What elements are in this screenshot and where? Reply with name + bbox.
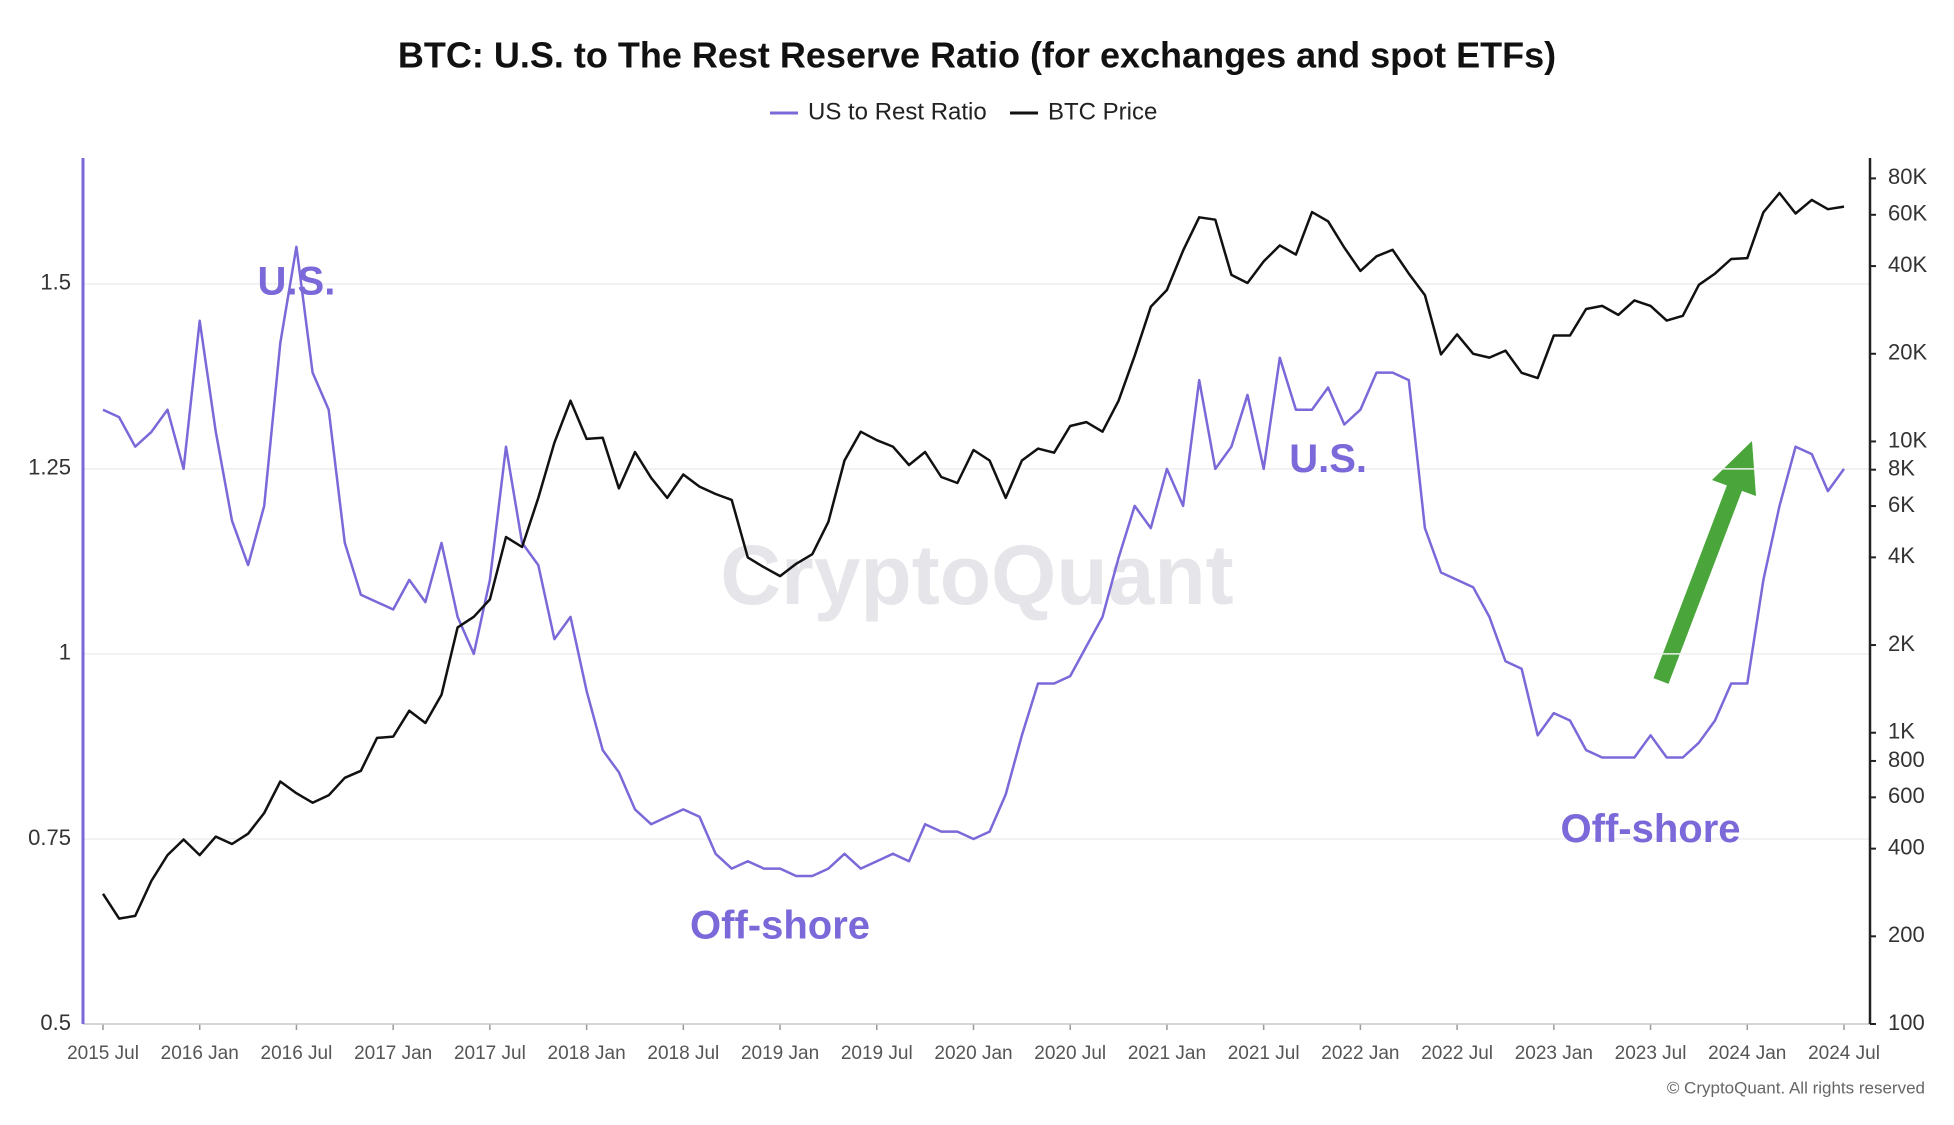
chart-title: BTC: U.S. to The Rest Reserve Ratio (for…: [398, 35, 1556, 76]
watermark: CryptoQuant: [720, 528, 1233, 622]
x-tick-label: 2022 Jan: [1321, 1043, 1399, 1064]
annotation: Off-shore: [690, 903, 870, 947]
legend-item: BTC Price: [1010, 98, 1157, 125]
x-tick-label: 2017 Jan: [354, 1043, 432, 1064]
x-tick-label: 2020 Jul: [1034, 1043, 1106, 1064]
y2-tick-label: 200: [1888, 922, 1925, 947]
x-tick-label: 2023 Jul: [1615, 1043, 1687, 1064]
x-tick-label: 2019 Jul: [841, 1043, 913, 1064]
y2-tick-label: 400: [1888, 834, 1925, 859]
y2-tick-label: 60K: [1888, 201, 1927, 226]
legend-item: US to Rest Ratio: [770, 98, 987, 125]
y2-tick-label: 100: [1888, 1010, 1925, 1035]
legend-label: US to Rest Ratio: [808, 98, 987, 125]
x-tick-label: 2016 Jul: [261, 1043, 333, 1064]
x-tick-label: 2018 Jul: [647, 1043, 719, 1064]
y2-tick-label: 800: [1888, 747, 1925, 772]
y-tick-label: 1.25: [28, 455, 71, 480]
x-tick-label: 2022 Jul: [1421, 1043, 1493, 1064]
x-tick-label: 2017 Jul: [454, 1043, 526, 1064]
y2-tick-label: 2K: [1888, 631, 1915, 656]
x-tick-label: 2023 Jan: [1515, 1043, 1593, 1064]
y2-tick-label: 1K: [1888, 719, 1915, 744]
x-tick-label: 2024 Jul: [1808, 1043, 1880, 1064]
y2-tick-label: 10K: [1888, 427, 1927, 452]
footer: © CryptoQuant. All rights reserved: [1667, 1078, 1925, 1097]
y2-tick-label: 80K: [1888, 164, 1927, 189]
y2-tick-label: 8K: [1888, 455, 1915, 480]
x-tick-label: 2021 Jan: [1128, 1043, 1206, 1064]
y2-tick-label: 20K: [1888, 340, 1927, 365]
x-tick-label: 2024 Jan: [1708, 1043, 1786, 1064]
y-tick-label: 1.5: [40, 270, 71, 295]
x-tick-label: 2016 Jan: [161, 1043, 239, 1064]
x-tick-label: 2018 Jan: [548, 1043, 626, 1064]
x-tick-label: 2020 Jan: [934, 1043, 1012, 1064]
series-line: [101, 191, 1845, 920]
annotation: Off-shore: [1561, 807, 1741, 851]
y2-tick-label: 40K: [1888, 252, 1927, 277]
x-tick-label: 2019 Jan: [741, 1043, 819, 1064]
y-tick-label: 1: [59, 640, 71, 665]
series-line: [102, 245, 1846, 878]
annotation: U.S.: [258, 259, 336, 303]
annotation: U.S.: [1289, 437, 1367, 481]
legend-label: BTC Price: [1048, 98, 1157, 125]
y-tick-label: 0.75: [28, 825, 71, 850]
y2-tick-label: 6K: [1888, 492, 1915, 517]
y2-tick-label: 600: [1888, 783, 1925, 808]
x-tick-label: 2015 Jul: [67, 1043, 139, 1064]
arrow: [1653, 441, 1756, 684]
y-tick-label: 0.5: [40, 1010, 71, 1035]
x-tick-label: 2021 Jul: [1228, 1043, 1300, 1064]
y2-tick-label: 4K: [1888, 543, 1915, 568]
